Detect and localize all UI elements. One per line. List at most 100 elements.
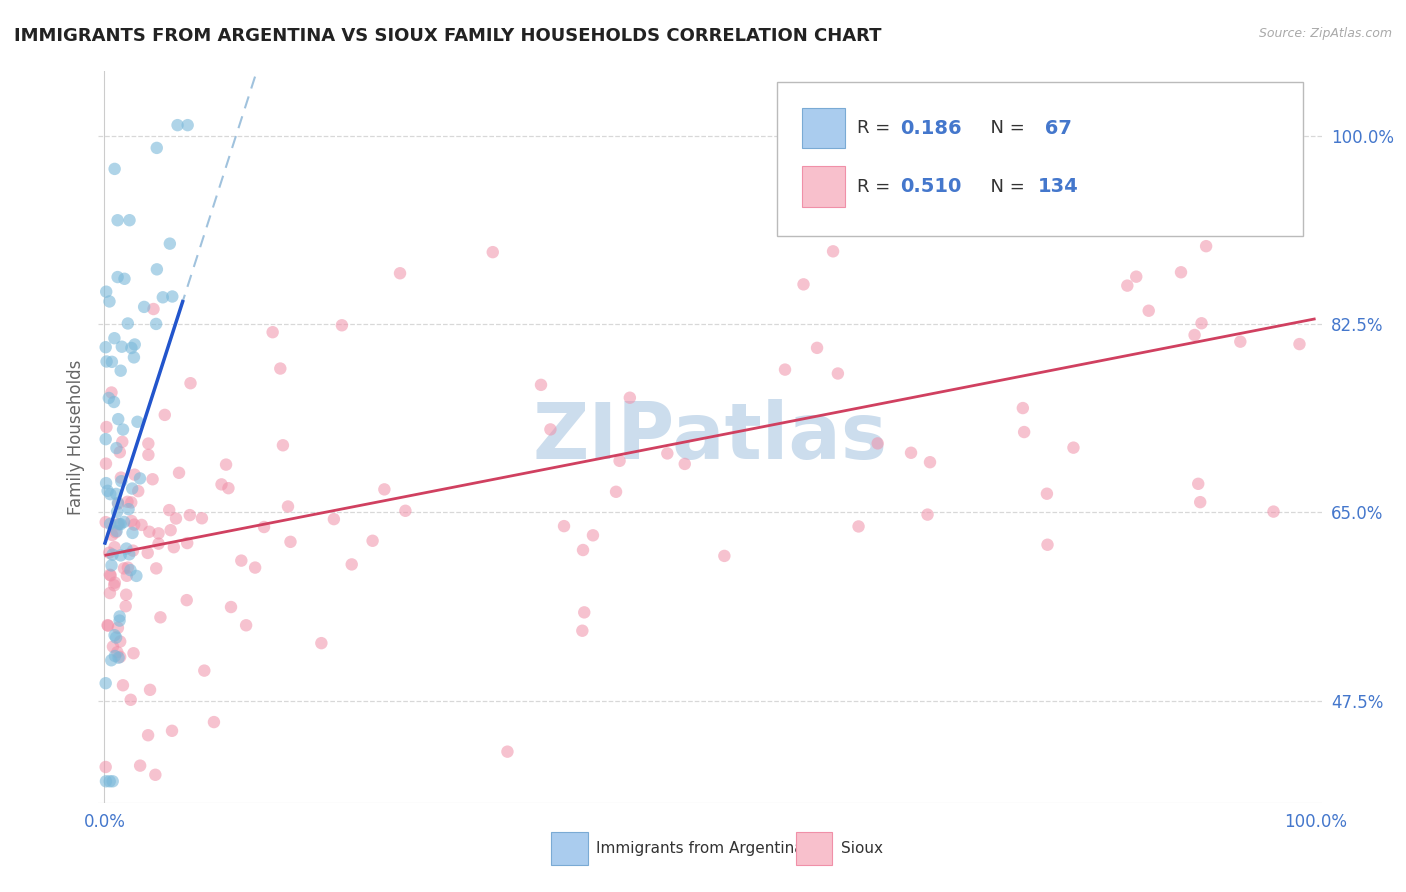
Point [103, 540, 125, 554]
Point [162, 289, 184, 303]
Point [142, 301, 165, 316]
Point [1191, 316, 1213, 330]
Point [127, 484, 149, 499]
Point [110, 364, 132, 378]
Point [122, 543, 145, 558]
Point [262, 325, 284, 339]
Point [176, 536, 198, 550]
Point [100, 385, 122, 400]
Point [107, 270, 129, 285]
Point [1189, 495, 1212, 509]
Point [94, 476, 117, 491]
Point [101, 548, 124, 562]
Point [104, 575, 127, 590]
Point [394, 504, 416, 518]
Point [1036, 486, 1059, 500]
Point [124, 467, 146, 482]
Point [574, 606, 596, 620]
Point [124, 337, 146, 351]
Point [103, 395, 125, 409]
Point [389, 266, 412, 280]
Point [138, 448, 160, 462]
Point [107, 213, 129, 227]
Point [1288, 337, 1310, 351]
Point [122, 517, 145, 532]
Point [118, 213, 141, 227]
Y-axis label: Family Households: Family Households [66, 359, 84, 515]
Point [114, 272, 136, 286]
Point [120, 563, 142, 577]
Point [330, 318, 353, 333]
Point [97, 618, 120, 632]
Point [553, 519, 575, 533]
Text: Source: ZipAtlas.com: Source: ZipAtlas.com [1258, 27, 1392, 40]
Point [136, 546, 159, 560]
Text: N =: N = [979, 120, 1031, 137]
Point [1229, 334, 1251, 349]
Point [94, 432, 117, 446]
Point [673, 457, 696, 471]
Point [157, 503, 180, 517]
Point [311, 636, 333, 650]
Point [105, 645, 128, 659]
Point [101, 355, 124, 369]
Point [582, 528, 605, 542]
Point [918, 455, 941, 469]
Point [98, 567, 121, 582]
Point [176, 593, 198, 607]
Point [103, 331, 125, 345]
Point [125, 569, 148, 583]
Point [866, 436, 889, 450]
Text: 67: 67 [1038, 119, 1071, 138]
Point [104, 161, 127, 176]
Point [101, 528, 124, 542]
Point [340, 558, 363, 572]
Point [122, 646, 145, 660]
Point [98, 586, 121, 600]
Point [131, 517, 153, 532]
Point [215, 458, 238, 472]
Point [105, 505, 128, 519]
Point [148, 526, 170, 541]
Point [322, 512, 344, 526]
Point [114, 599, 136, 614]
Point [120, 693, 142, 707]
Point [138, 524, 160, 539]
Point [111, 678, 134, 692]
Point [94, 515, 117, 529]
Point [108, 614, 131, 628]
Point [571, 624, 593, 638]
Point [217, 481, 239, 495]
Point [148, 536, 170, 550]
Point [117, 317, 139, 331]
Point [122, 351, 145, 365]
Point [572, 543, 595, 558]
Point [97, 483, 120, 498]
Point [806, 341, 828, 355]
Point [271, 438, 294, 452]
Point [107, 517, 129, 532]
Point [94, 340, 117, 354]
Point [112, 515, 135, 529]
Point [97, 391, 120, 405]
Point [827, 367, 849, 381]
Point [111, 423, 134, 437]
Point [139, 682, 162, 697]
Point [167, 466, 190, 480]
FancyBboxPatch shape [801, 167, 845, 207]
Point [110, 470, 132, 484]
Point [1125, 269, 1147, 284]
Point [120, 341, 142, 355]
Point [269, 361, 291, 376]
Point [103, 578, 125, 592]
Point [110, 517, 132, 532]
Point [110, 549, 132, 563]
Text: Immigrants from Argentina: Immigrants from Argentina [596, 841, 804, 856]
FancyBboxPatch shape [551, 832, 588, 865]
Point [96, 420, 118, 434]
Point [121, 525, 143, 540]
Point [120, 514, 142, 528]
Point [605, 484, 627, 499]
Point [159, 236, 181, 251]
Point [101, 640, 124, 654]
